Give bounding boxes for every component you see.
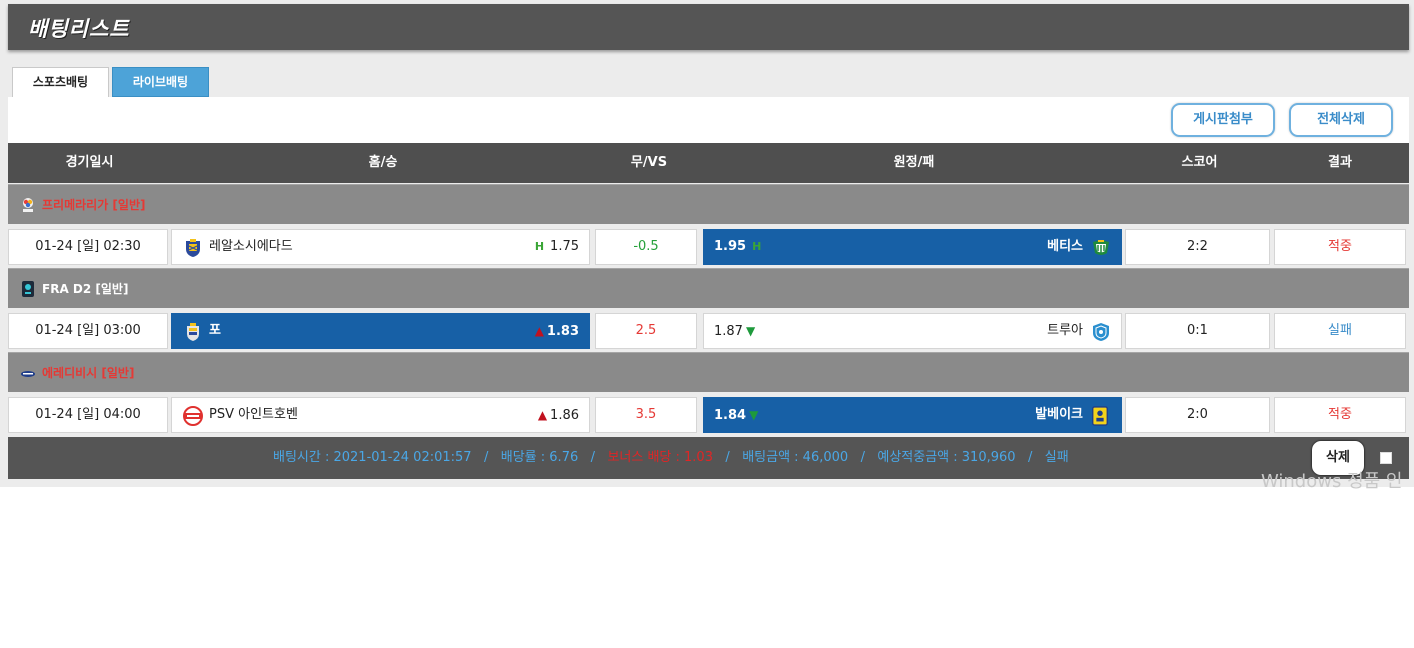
psv-crest-icon [183,406,203,426]
away-odds: 1.87 ▼ [714,314,755,349]
separator: / [590,450,596,465]
separator: / [483,450,489,465]
bet-summary-bar: 배팅시간 : 2021-01-24 02:01:57 / 배당률 : 6.76 … [8,437,1409,479]
column-header-score: 스코어 [1181,155,1218,170]
handicap-mark: H [534,240,545,253]
real-sociedad-crest-icon [186,239,200,257]
bet-status: 실패 [1044,450,1069,465]
separator: / [1027,450,1033,465]
tab-live-betting[interactable]: 라이브배팅 [112,67,209,97]
away-bet-option[interactable]: 1.95 H 베티스 [703,229,1122,265]
home-odds: H 1.75 [529,230,579,264]
separator: / [725,450,730,465]
expected-payout: 예상적중금액 : 310,960 [877,450,1016,465]
title-bar: 배팅리스트 [8,4,1409,50]
page-title: 배팅리스트 [28,17,130,41]
home-bet-option[interactable]: PSV 아인트호벤 ▲ 1.86 [171,397,590,433]
table-row: 01-24 [일] 04:00 PSV 아인트호벤 ▲ 1.86 3.5 1.84… [8,394,1409,438]
odds-up-arrow-icon: ▲ [537,408,548,422]
column-header-date: 경기일시 [65,155,114,170]
waalwijk-crest-icon [1092,406,1108,426]
laliga-icon [23,198,33,212]
column-header-result: 결과 [1328,155,1352,170]
tab-sports-betting[interactable]: 스포츠배팅 [12,67,109,97]
league-header: 프리메라리가 [일반] [8,184,1409,224]
vs-handicap-value[interactable]: -0.5 [595,229,697,265]
away-team-name: 트루아 [1047,323,1083,338]
odds-rate: 배당률 : 6.76 [500,450,579,465]
home-team-name: 레알소시에다드 [209,239,293,254]
select-checkbox[interactable] [1380,452,1392,464]
away-odds: 1.84 ▼ [714,398,758,433]
match-score: 2:0 [1125,397,1270,433]
bet-summary: 배팅시간 : 2021-01-24 02:01:57 / 배당률 : 6.76 … [273,437,1069,479]
handicap-mark: H [752,240,762,253]
home-odds: ▲ 1.83 [535,314,579,349]
pau-crest-icon [187,323,199,341]
away-bet-option[interactable]: 1.87 ▼ 트루아 [703,313,1122,349]
league-header: FRA D2 [일반] [8,268,1409,308]
match-date: 01-24 [일] 03:00 [8,313,168,349]
home-bet-option[interactable]: 포 ▲ 1.83 [171,313,590,349]
away-bet-option[interactable]: 1.84 ▼ 발베이크 [703,397,1122,433]
table-header: 경기일시 홈/승 무/VS 원정/패 스코어 결과 [8,143,1409,183]
match-date: 01-24 [일] 02:30 [8,229,168,265]
home-team-name: PSV 아인트호벤 [209,407,298,422]
windows-activation-watermark: Windows 정품 인 [1261,471,1403,492]
betis-crest-icon [1093,240,1109,255]
bet-amount: 배팅금액 : 46,000 [742,450,849,465]
match-result: 적중 [1274,229,1406,265]
home-odds-value: 1.86 [550,408,579,423]
away-odds-value: 1.95 [714,239,747,254]
table-row: 01-24 [일] 03:00 포 ▲ 1.83 2.5 1.87 ▼ 트루아 0:… [8,310,1409,354]
column-header-vs: 무/VS [630,155,668,170]
home-odds-value: 1.75 [550,239,579,254]
vs-handicap-value[interactable]: 3.5 [595,397,697,433]
bet-time: 배팅시간 : 2021-01-24 02:01:57 [273,450,472,465]
match-score: 0:1 [1125,313,1270,349]
troyes-crest-icon [1093,323,1109,341]
bet-list-container: 배팅리스트 스포츠배팅 라이브배팅 게시판첨부 전체삭제 경기일시 홈/승 무/… [0,0,1414,487]
delete-button[interactable]: 삭제 [1312,441,1364,475]
away-odds-value: 1.87 [714,324,743,339]
home-bet-option[interactable]: 레알소시에다드 H 1.75 [171,229,590,265]
home-odds: ▲ 1.86 [538,398,579,433]
away-team-name: 베티스 [1047,239,1083,254]
odds-down-arrow-icon: ▼ [749,408,759,422]
ligue2-icon [22,281,34,297]
home-odds-value: 1.83 [546,324,579,339]
table-row: 01-24 [일] 02:30 레알소시에다드 H 1.75 -0.5 1.95 H… [8,226,1409,270]
delete-all-button[interactable]: 전체삭제 [1289,103,1393,137]
eredivisie-icon [21,371,35,377]
odds-down-arrow-icon: ▼ [745,324,756,338]
league-name: FRA D2 [일반] [42,282,129,296]
bonus-odds: 보너스 배당 : 1.03 [607,450,713,465]
column-header-home: 홈/승 [368,155,398,170]
action-bar: 게시판첨부 전체삭제 [8,97,1409,143]
match-result: 적중 [1274,397,1406,433]
column-header-away: 원정/패 [893,155,935,170]
attach-to-board-button[interactable]: 게시판첨부 [1171,103,1275,137]
match-score: 2:2 [1125,229,1270,265]
league-name: 에레디비시 [일반] [42,366,135,380]
match-result: 실패 [1274,313,1406,349]
league-header: 에레디비시 [일반] [8,352,1409,392]
league-name: 프리메라리가 [일반] [42,198,146,212]
away-team-name: 발베이크 [1035,407,1083,422]
odds-up-arrow-icon: ▲ [534,324,544,338]
home-team-name: 포 [209,323,221,338]
away-odds: 1.95 H [714,230,767,264]
away-odds-value: 1.84 [714,408,747,423]
match-date: 01-24 [일] 04:00 [8,397,168,433]
separator: / [860,450,865,465]
vs-handicap-value[interactable]: 2.5 [595,313,697,349]
